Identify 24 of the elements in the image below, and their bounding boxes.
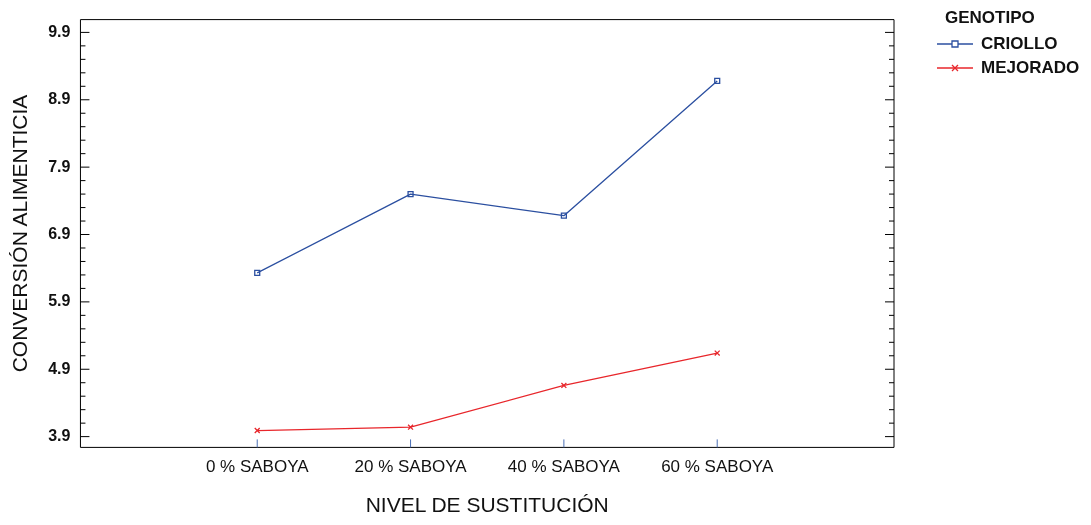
point	[407, 424, 414, 431]
point	[714, 77, 721, 85]
x-axis-title: NIVEL DE SUSTITUCIÓN	[365, 493, 609, 517]
legend-label: CRIOLLO	[981, 34, 1058, 54]
x-tick-label: 0 % SABOYA	[205, 457, 310, 477]
legend-title: GENOTIPO	[945, 8, 1036, 28]
legend-label: MEJORADO	[981, 58, 1080, 78]
y-tick-label: 3.9	[48, 427, 71, 445]
point	[560, 382, 568, 389]
point	[560, 212, 568, 219]
y-tick-label: 9.9	[48, 22, 71, 40]
y-axis-title: CONVERSIÓN ALIMENTICIA	[8, 94, 32, 373]
point	[254, 269, 261, 277]
x-tick-label: 60 % SABOYA	[661, 457, 774, 477]
point	[714, 349, 721, 357]
point	[254, 427, 261, 434]
point	[407, 190, 414, 198]
y-tick-label: 8.9	[48, 90, 71, 108]
y-tick-label: 4.9	[48, 359, 71, 377]
x-tick-label: 40 % SABOYA	[507, 457, 621, 477]
x-tick-label: 20 % SABOYA	[354, 457, 468, 477]
y-tick-label: 7.9	[48, 157, 71, 175]
y-tick-label: 5.9	[48, 292, 71, 310]
y-tick-label: 6.9	[48, 224, 71, 242]
